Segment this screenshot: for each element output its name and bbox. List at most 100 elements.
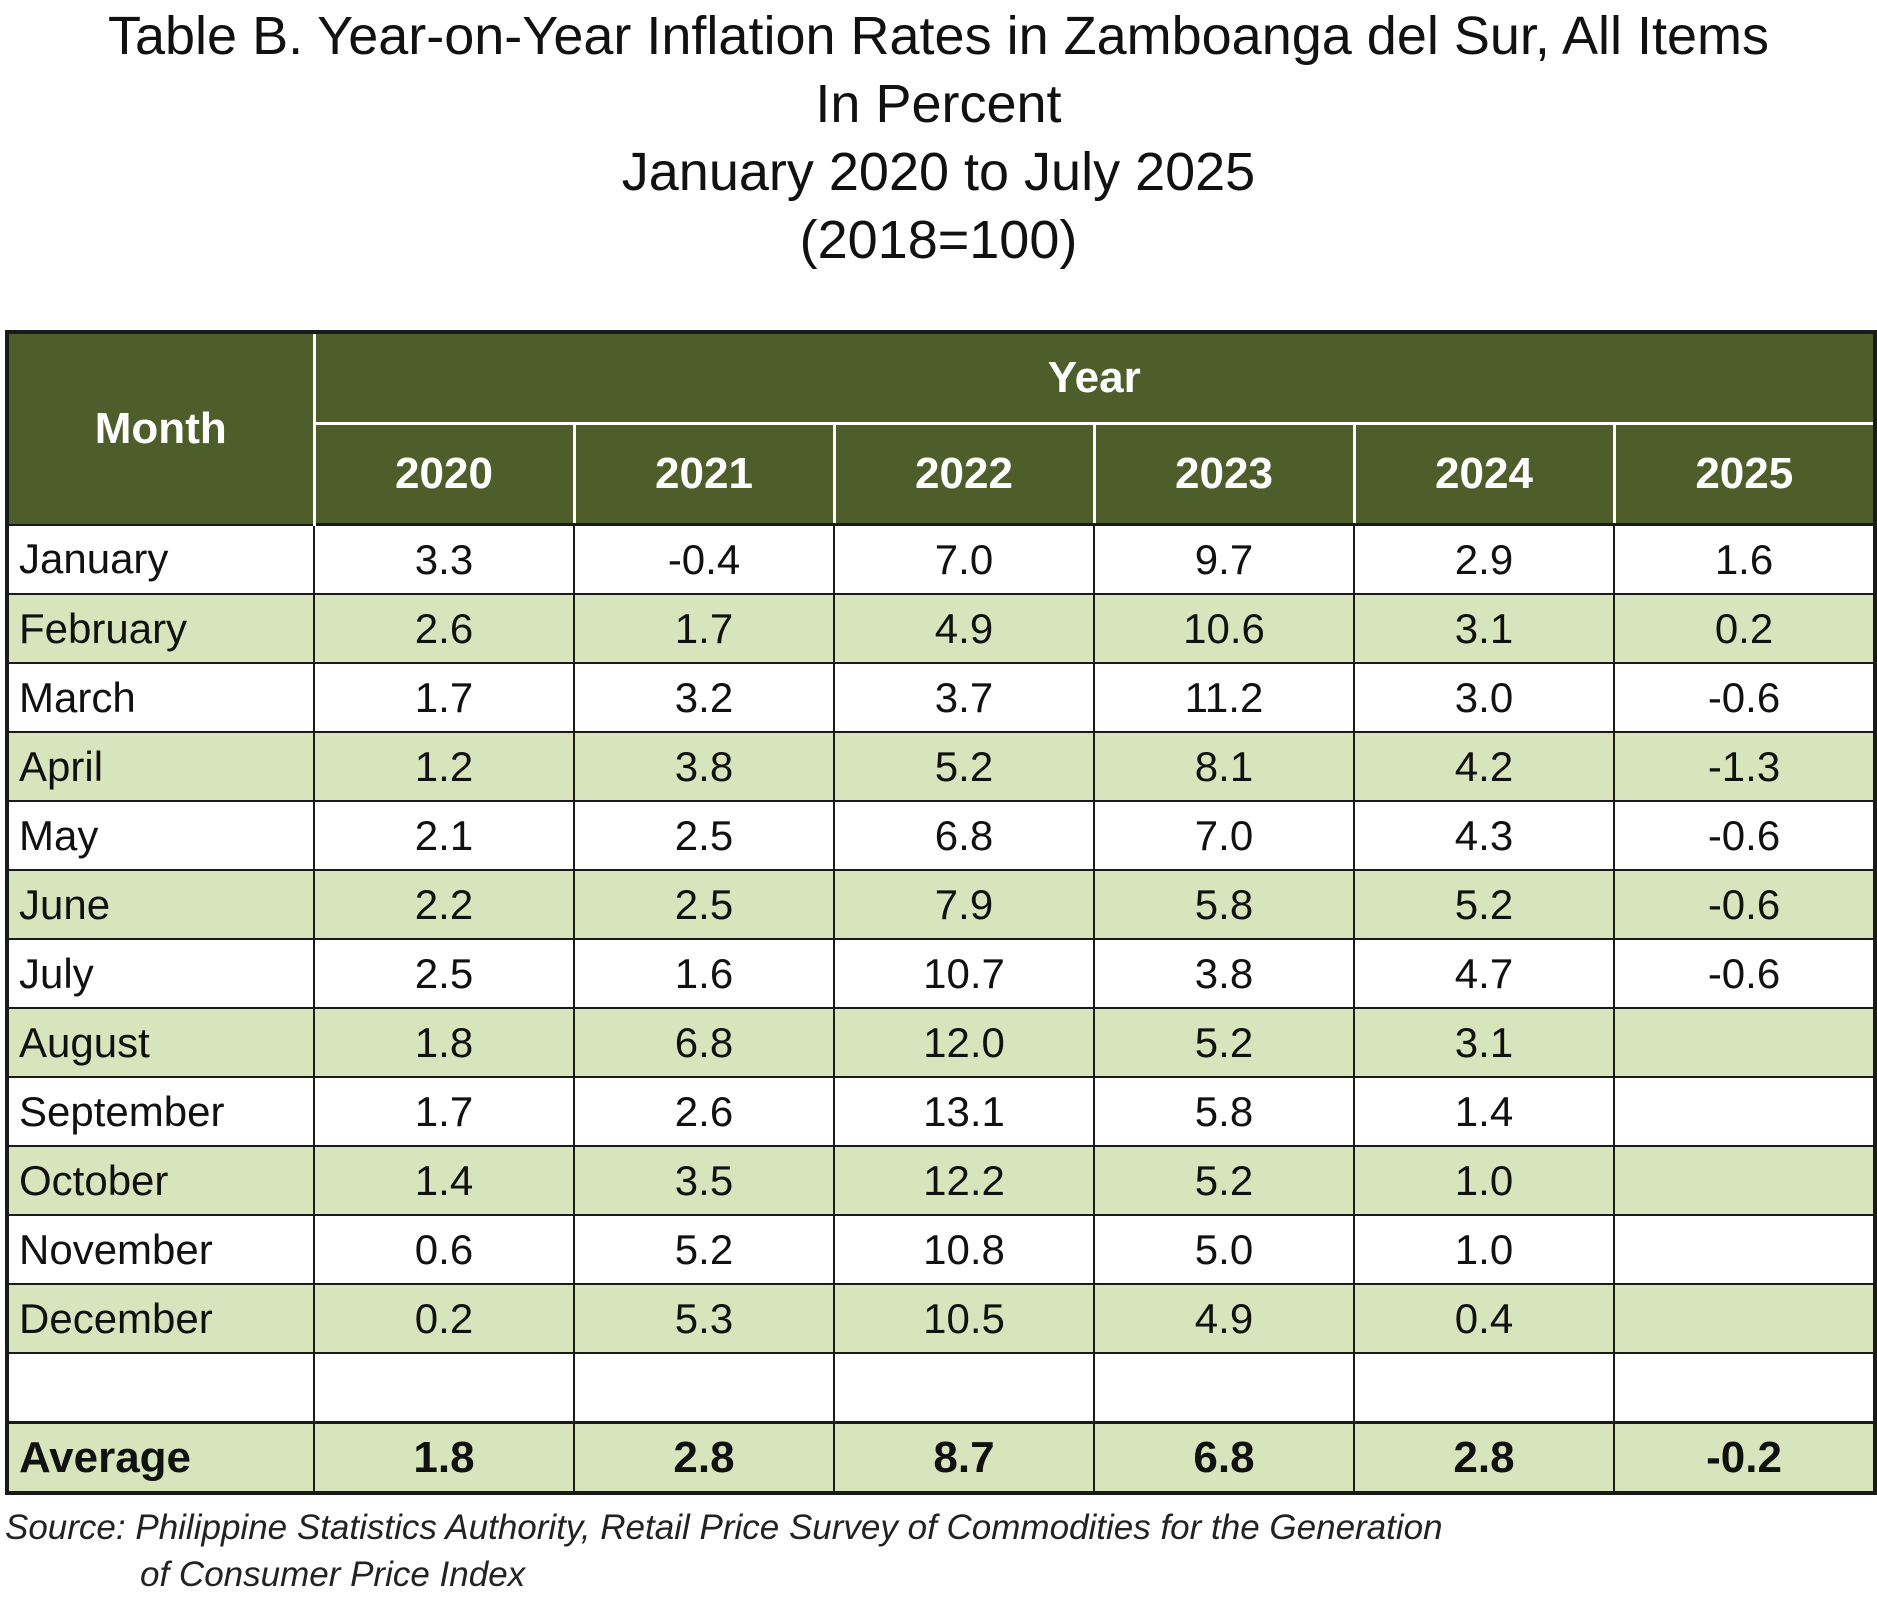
table-row: October 1.4 3.5 12.2 5.2 1.0: [6, 1145, 1877, 1216]
value-cell: 12.2: [833, 1145, 1095, 1216]
year-column-header: 2020: [314, 423, 576, 526]
value-cell: 12.0: [833, 1007, 1095, 1078]
title-line-2: In Percent: [815, 74, 1062, 134]
value-cell: [1612, 1007, 1877, 1078]
title-line-3: January 2020 to July 2025: [621, 142, 1256, 202]
value-cell: -0.6: [1612, 800, 1877, 871]
value-cell: [1612, 1283, 1877, 1354]
table-row: March 1.7 3.2 3.7 11.2 3.0 -0.6: [6, 662, 1877, 733]
value-cell: 3.8: [573, 731, 835, 802]
month-cell: October: [6, 1145, 315, 1216]
year-group-header: Year: [314, 332, 1876, 425]
value-cell: 2.6: [313, 593, 575, 664]
month-cell: July: [6, 938, 315, 1009]
table-row: May 2.1 2.5 6.8 7.0 4.3 -0.6: [6, 800, 1877, 871]
value-cell: 1.7: [313, 662, 575, 733]
value-cell: [1353, 1352, 1615, 1424]
value-cell: 0.4: [1353, 1283, 1615, 1354]
table-row: December 0.2 5.3 10.5 4.9 0.4: [6, 1283, 1877, 1354]
table-row: August 1.8 6.8 12.0 5.2 3.1: [6, 1007, 1877, 1078]
value-cell: 4.7: [1353, 938, 1615, 1009]
value-cell: 2.5: [573, 800, 835, 871]
value-cell: 2.2: [313, 869, 575, 940]
table-row: July 2.5 1.6 10.7 3.8 4.7 -0.6: [6, 938, 1877, 1009]
inflation-table: Month Year 2020 2021 2022 2023 2024 2025 Janu…: [5, 330, 1877, 1495]
value-cell: 4.2: [1353, 731, 1615, 802]
value-cell: 6.8: [833, 800, 1095, 871]
month-cell: April: [6, 731, 315, 802]
year-column-header: 2023: [1094, 423, 1356, 526]
month-cell: March: [6, 662, 315, 733]
average-value-cell: 2.8: [573, 1421, 835, 1494]
month-cell: February: [6, 593, 315, 664]
value-cell: 4.9: [833, 593, 1095, 664]
table-row: February 2.6 1.7 4.9 10.6 3.1 0.2: [6, 593, 1877, 664]
value-cell: [833, 1352, 1095, 1424]
month-cell: June: [6, 869, 315, 940]
value-cell: -0.6: [1612, 869, 1877, 940]
month-cell: [6, 1352, 315, 1424]
value-cell: [1612, 1214, 1877, 1285]
value-cell: 1.4: [313, 1145, 575, 1216]
value-cell: 3.3: [313, 523, 575, 595]
value-cell: 1.0: [1353, 1145, 1615, 1216]
value-cell: 1.8: [313, 1007, 575, 1078]
value-cell: 0.6: [313, 1214, 575, 1285]
value-cell: 1.0: [1353, 1214, 1615, 1285]
value-cell: 3.0: [1353, 662, 1615, 733]
table-title: Table B. Year-on-Year Inflation Rates in…: [0, 2, 1877, 274]
average-value-cell: -0.2: [1612, 1421, 1877, 1494]
value-cell: 2.1: [313, 800, 575, 871]
value-cell: 1.2: [313, 731, 575, 802]
value-cell: 5.8: [1093, 1076, 1355, 1147]
value-cell: 5.2: [833, 731, 1095, 802]
value-cell: 6.8: [573, 1007, 835, 1078]
average-value-cell: 2.8: [1353, 1421, 1615, 1494]
year-column-header: 2021: [574, 423, 836, 526]
value-cell: [1612, 1145, 1877, 1216]
value-cell: 5.2: [1093, 1007, 1355, 1078]
value-cell: -0.4: [573, 523, 835, 595]
value-cell: 0.2: [313, 1283, 575, 1354]
value-cell: 10.5: [833, 1283, 1095, 1354]
value-cell: [1612, 1076, 1877, 1147]
source-line-2: of Consumer Price Index: [140, 1555, 526, 1594]
year-column-header: 2022: [834, 423, 1096, 526]
month-column-header: Month: [7, 332, 316, 525]
value-cell: -0.6: [1612, 938, 1877, 1009]
average-value-cell: 1.8: [313, 1421, 575, 1494]
value-cell: 5.2: [573, 1214, 835, 1285]
average-label: Average: [6, 1421, 315, 1494]
average-value-cell: 6.8: [1093, 1421, 1355, 1494]
year-column-header: 2025: [1614, 423, 1876, 526]
value-cell: 8.1: [1093, 731, 1355, 802]
month-cell: November: [6, 1214, 315, 1285]
table-row: January 3.3 -0.4 7.0 9.7 2.9 1.6: [6, 523, 1877, 595]
average-value-cell: 8.7: [833, 1421, 1095, 1494]
value-cell: 3.1: [1353, 1007, 1615, 1078]
value-cell: 5.2: [1353, 869, 1615, 940]
value-cell: [1093, 1352, 1355, 1424]
value-cell: 7.9: [833, 869, 1095, 940]
table-row: [6, 1352, 1877, 1424]
value-cell: 7.0: [833, 523, 1095, 595]
month-cell: December: [6, 1283, 315, 1354]
value-cell: 3.8: [1093, 938, 1355, 1009]
month-cell: September: [6, 1076, 315, 1147]
value-cell: 1.6: [573, 938, 835, 1009]
table-row: April 1.2 3.8 5.2 8.1 4.2 -1.3: [6, 731, 1877, 802]
source-line-1: Source: Philippine Statistics Authority,…: [5, 1508, 1443, 1547]
average-row: Average 1.8 2.8 8.7 6.8 2.8 -0.2: [6, 1421, 1877, 1494]
value-cell: 7.0: [1093, 800, 1355, 871]
value-cell: 4.3: [1353, 800, 1615, 871]
title-line-4: (2018=100): [799, 210, 1078, 270]
value-cell: 1.7: [313, 1076, 575, 1147]
table-row: November 0.6 5.2 10.8 5.0 1.0: [6, 1214, 1877, 1285]
value-cell: 5.3: [573, 1283, 835, 1354]
value-cell: 2.5: [573, 869, 835, 940]
title-line-1: Table B. Year-on-Year Inflation Rates in…: [107, 6, 1769, 66]
value-cell: -1.3: [1612, 731, 1877, 802]
month-cell: January: [6, 523, 315, 595]
value-cell: 11.2: [1093, 662, 1355, 733]
table-row: June 2.2 2.5 7.9 5.8 5.2 -0.6: [6, 869, 1877, 940]
